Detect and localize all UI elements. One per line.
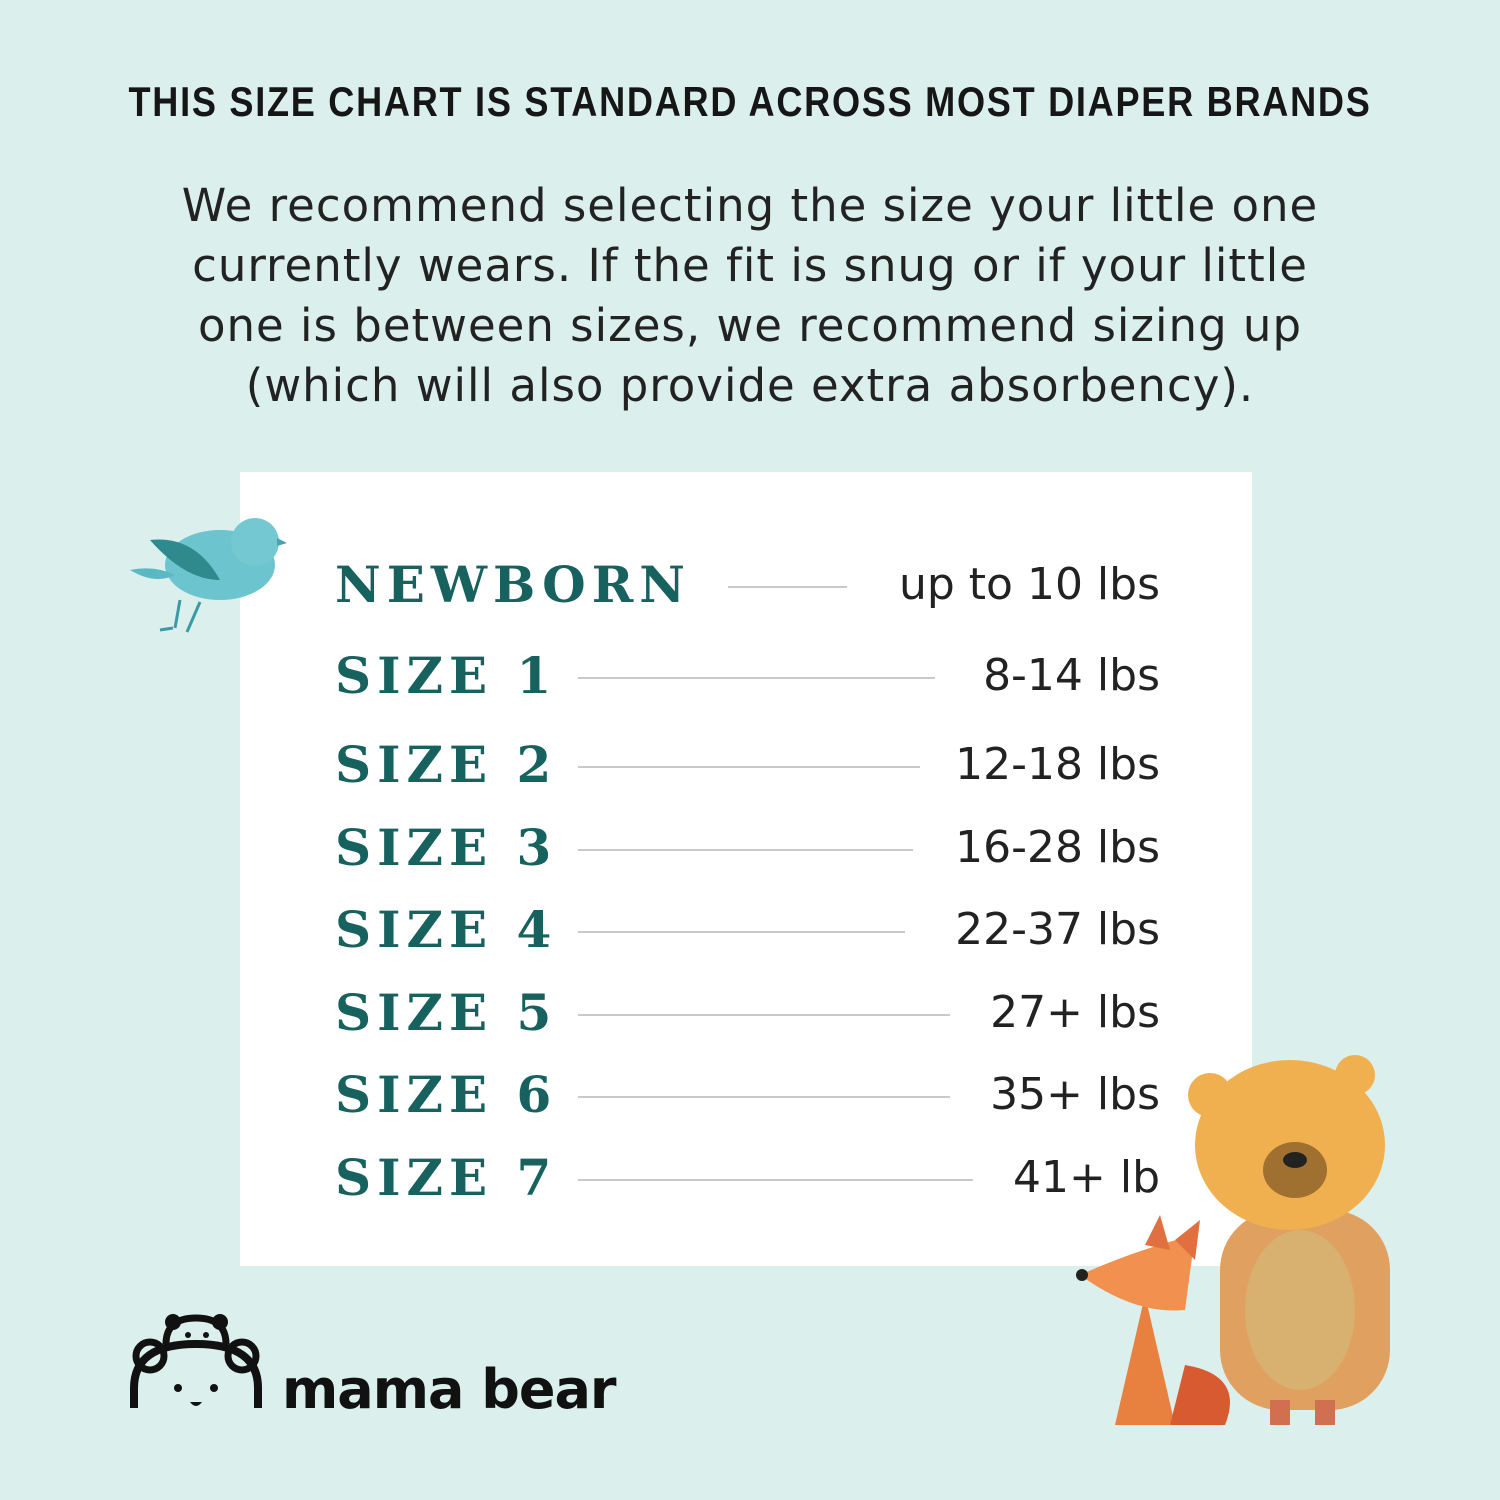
divider (728, 586, 847, 588)
size-chart-card (240, 472, 1252, 1266)
size-row: SIZE 6 35+ lbs (335, 1065, 1160, 1125)
size-row: SIZE 3 16-28 lbs (335, 818, 1160, 878)
intro-text: We recommend selecting the size your lit… (100, 176, 1400, 416)
fox-icon (1076, 1215, 1230, 1425)
size-label: SIZE 3 (335, 818, 558, 877)
size-label: SIZE 6 (335, 1065, 558, 1124)
divider (578, 1014, 950, 1016)
intro-line: (which will also provide extra absorbenc… (245, 359, 1255, 412)
size-weight: 8-14 lbs (983, 650, 1160, 701)
size-label: SIZE 7 (335, 1148, 558, 1207)
size-weight: 35+ lbs (990, 1069, 1160, 1120)
bird-icon (130, 518, 287, 633)
size-row: SIZE 1 8-14 lbs (335, 646, 1160, 706)
bear-icon (1188, 1055, 1390, 1425)
divider (578, 677, 935, 679)
size-weight: 12-18 lbs (955, 739, 1160, 790)
size-weight: 27+ lbs (990, 987, 1160, 1038)
size-row: SIZE 4 22-37 lbs (335, 900, 1160, 960)
size-weight: up to 10 lbs (898, 559, 1160, 610)
size-row: SIZE 5 27+ lbs (335, 983, 1160, 1043)
intro-line: one is between sizes, we recommend sizin… (197, 299, 1303, 352)
size-weight: 22-37 lbs (955, 904, 1160, 955)
divider (578, 931, 905, 933)
size-row: SIZE 2 12-18 lbs (335, 735, 1160, 795)
size-weight: 16-28 lbs (955, 822, 1160, 873)
size-row: NEWBORN up to 10 lbs (335, 555, 1160, 615)
size-weight: 41+ lb (1013, 1152, 1160, 1203)
divider (578, 849, 913, 851)
size-label: NEWBORN (335, 555, 691, 614)
mama-bear-logo (130, 1314, 262, 1408)
divider (578, 766, 920, 768)
brand-name: mama bear (282, 1358, 617, 1421)
size-label: SIZE 1 (335, 646, 558, 705)
headline: THIS SIZE CHART IS STANDARD ACROSS MOST … (128, 78, 1372, 125)
size-label: SIZE 4 (335, 900, 558, 959)
divider (578, 1096, 950, 1098)
divider (578, 1179, 973, 1181)
size-label: SIZE 5 (335, 983, 558, 1042)
intro-line: currently wears. If the fit is snug or i… (192, 239, 1308, 292)
size-row: SIZE 7 41+ lb (335, 1148, 1160, 1208)
intro-line: We recommend selecting the size your lit… (181, 179, 1319, 232)
size-label: SIZE 2 (335, 735, 558, 794)
